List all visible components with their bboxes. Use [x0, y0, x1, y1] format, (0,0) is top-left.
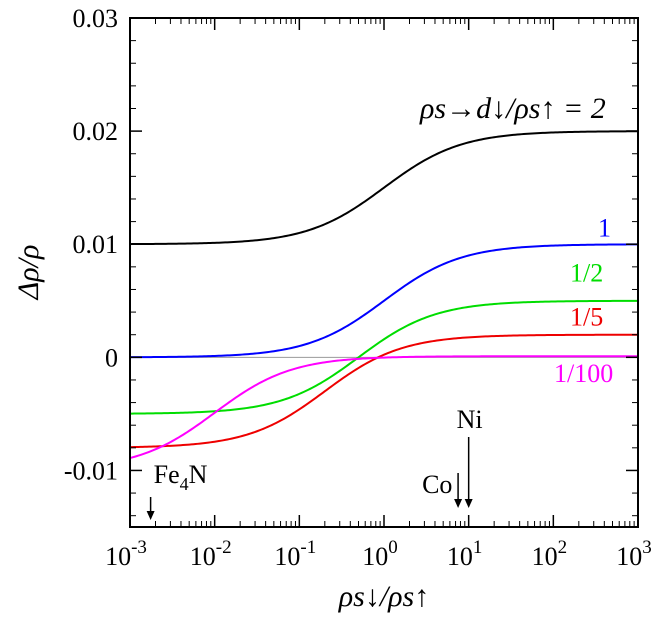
y-tick-label: 0.03 — [73, 4, 119, 33]
annotation-label: Fe4N — [154, 460, 208, 494]
x-tick-label: 101 — [447, 537, 483, 571]
x-tick-label: 10-1 — [274, 537, 316, 571]
series-line-1 — [129, 243, 638, 359]
series-line-1-5 — [129, 333, 639, 449]
x-tick-label: 10-3 — [105, 537, 147, 571]
annotation-label: Co — [422, 470, 452, 499]
x-tick-label: 103 — [616, 537, 652, 571]
series-line-1-2 — [129, 299, 638, 415]
x-tick-label: 10-2 — [190, 537, 232, 571]
series-line-2 — [129, 130, 639, 246]
x-axis-label: ρs↓/ρs↑ — [338, 580, 429, 613]
series-label: 1/2 — [570, 259, 603, 288]
legend-title: ρs→d↓/ρs↑ = 2 — [419, 92, 606, 125]
y-tick-label: 0.02 — [73, 117, 119, 146]
y-tick-label: -0.01 — [64, 456, 118, 485]
y-tick-label: 0.01 — [73, 230, 119, 259]
series-label: 1/100 — [554, 359, 613, 388]
annotation-label: Ni — [457, 405, 483, 434]
annotation-arrow-head — [146, 511, 155, 520]
series-line-1-100 — [129, 355, 638, 459]
series-label: 1 — [598, 213, 611, 242]
annotation-arrow-head — [454, 499, 463, 508]
annotation-arrow-head — [464, 499, 473, 508]
series-label: 1/5 — [570, 303, 603, 332]
x-tick-label: 100 — [362, 537, 398, 571]
y-tick-label: 0 — [105, 343, 118, 372]
y-axis-label: Δρ/ρ — [12, 245, 45, 301]
x-tick-label: 102 — [532, 537, 568, 571]
